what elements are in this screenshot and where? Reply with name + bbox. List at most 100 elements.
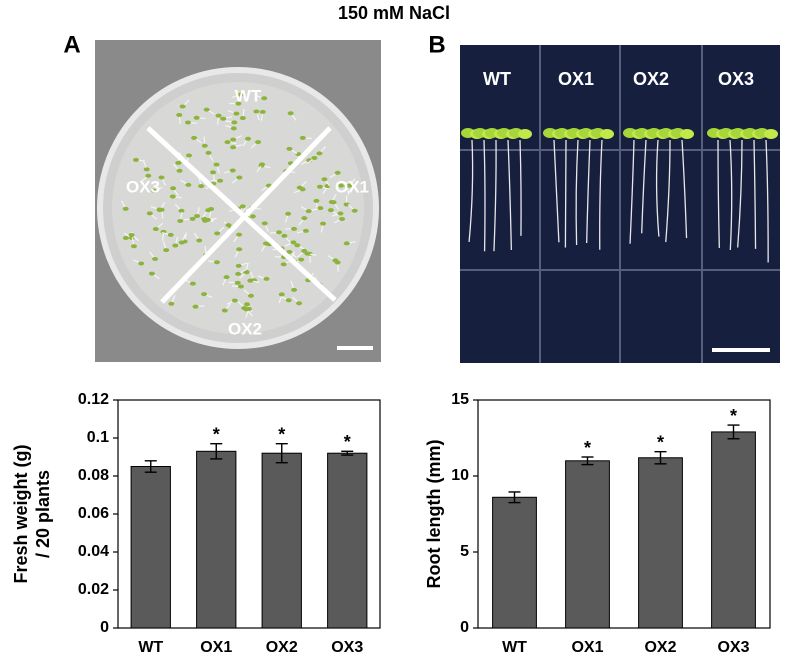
leaf — [321, 177, 327, 181]
leaf — [518, 129, 532, 139]
leaf — [263, 242, 269, 246]
bar — [131, 467, 170, 629]
leaf — [168, 302, 174, 306]
leaf — [210, 170, 216, 174]
bar — [493, 497, 537, 628]
bar — [197, 451, 236, 628]
leaf — [152, 257, 158, 261]
leaf — [225, 140, 231, 144]
leaf — [194, 214, 200, 218]
leaf — [230, 168, 236, 172]
leaf — [138, 262, 144, 266]
y-axis-label: Root length (mm) — [424, 440, 444, 589]
x-tick-label: OX2 — [644, 639, 676, 656]
leaf — [262, 221, 268, 225]
figure-title: 150 mM NaCl — [338, 3, 450, 23]
leaf — [279, 292, 285, 296]
y-tick-label: 10 — [451, 467, 469, 484]
leaf — [335, 260, 341, 264]
leaf — [260, 110, 266, 114]
x-tick-label: OX1 — [200, 639, 232, 656]
y-tick-label: 0.1 — [87, 429, 109, 446]
leaf — [311, 156, 317, 160]
x-tick-label: WT — [138, 639, 163, 656]
leaf — [214, 163, 220, 167]
leaf — [247, 279, 253, 283]
leaf — [301, 216, 307, 220]
leaf — [261, 96, 267, 100]
leaf — [313, 199, 319, 203]
leaf — [170, 186, 176, 190]
leaf — [328, 208, 334, 212]
leaf — [245, 137, 251, 141]
leaf — [255, 140, 261, 144]
leaf — [294, 243, 300, 247]
leaf — [764, 129, 778, 139]
leaf — [202, 144, 208, 148]
leaf — [214, 260, 220, 264]
leaf — [600, 129, 614, 139]
bar — [328, 453, 367, 628]
panel-label: A — [63, 31, 80, 58]
significance-marker: * — [344, 432, 351, 452]
photo-label: OX1 — [558, 69, 594, 89]
leaf — [205, 208, 211, 212]
leaf — [317, 206, 323, 210]
photo-label: OX2 — [228, 319, 262, 338]
leaf — [224, 275, 230, 279]
x-tick-label: OX2 — [266, 639, 298, 656]
leaf — [286, 298, 292, 302]
leaf — [316, 151, 322, 155]
leaf — [286, 147, 292, 151]
leaf — [190, 282, 196, 286]
leaf — [680, 129, 694, 139]
leaf — [214, 231, 220, 235]
leaf — [194, 116, 200, 120]
leaf — [241, 306, 247, 310]
leaf — [235, 272, 241, 276]
leaf — [206, 151, 212, 155]
leaf — [198, 184, 204, 188]
leaf — [320, 222, 326, 226]
leaf — [236, 247, 242, 251]
leaf — [190, 217, 196, 221]
leaf — [288, 111, 294, 115]
y-tick-label: 5 — [460, 543, 469, 560]
leaf — [180, 104, 186, 108]
leaf — [285, 212, 291, 216]
y-tick-label: 0.04 — [78, 543, 109, 560]
leaf — [352, 209, 358, 213]
leaf — [163, 248, 169, 252]
leaf — [133, 158, 139, 162]
x-tick-label: WT — [502, 639, 527, 656]
bar — [712, 432, 756, 628]
leaf — [253, 110, 259, 114]
bar — [262, 453, 301, 628]
leaf — [232, 298, 238, 302]
leaf — [236, 176, 242, 180]
leaf — [240, 204, 246, 208]
leaf — [298, 258, 304, 262]
scale-bar — [712, 348, 770, 352]
leaf — [300, 136, 306, 140]
x-tick-label: OX3 — [717, 639, 749, 656]
leaf — [131, 244, 137, 248]
leaf — [196, 239, 202, 243]
leaf — [297, 186, 303, 190]
panel-label: B — [428, 31, 445, 58]
leaf — [339, 217, 345, 221]
leaf — [222, 308, 228, 312]
leaf — [153, 227, 159, 231]
leaf — [156, 207, 162, 211]
significance-marker: * — [730, 406, 737, 426]
leaf — [259, 162, 265, 166]
leaf — [185, 120, 191, 124]
leaf — [264, 277, 270, 281]
leaf — [306, 209, 312, 213]
leaf — [331, 200, 337, 204]
photo-roots: WT OX1 OX2 OX3 — [460, 45, 780, 363]
x-tick-label: OX1 — [571, 639, 603, 656]
leaf — [281, 234, 287, 238]
leaf — [123, 207, 129, 211]
leaf — [244, 302, 250, 306]
